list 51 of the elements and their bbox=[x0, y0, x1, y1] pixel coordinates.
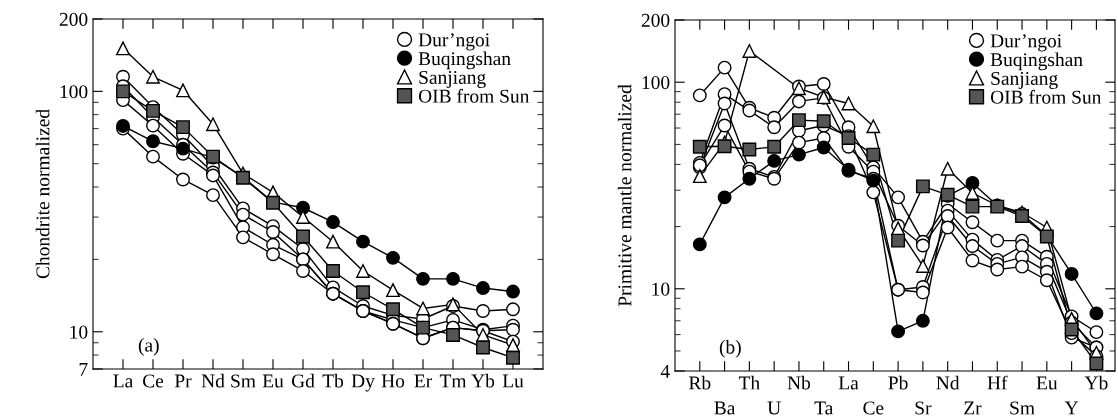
x-tick-label: U bbox=[767, 401, 781, 415]
x-tick-label: Nd bbox=[936, 375, 960, 390]
x-tick-label: Sm bbox=[1010, 401, 1035, 415]
x-tick-label: Hf bbox=[987, 375, 1008, 390]
y-tick-label: 10 bbox=[70, 325, 88, 339]
x-tick-label: Ho bbox=[381, 374, 405, 388]
y-tick-label: 10 bbox=[652, 282, 670, 296]
x-tick-label: Ta bbox=[814, 401, 834, 415]
x-tick-label: Sr bbox=[915, 401, 932, 415]
legend-label: Sanjiang bbox=[419, 70, 486, 88]
y-axis-title: Primitive mantle normalized bbox=[617, 84, 632, 307]
x-tick-label: Yb bbox=[471, 373, 495, 388]
x-tick-label: Th bbox=[738, 375, 760, 390]
y-tick-label: 4 bbox=[660, 364, 670, 378]
y-tick-label: 7 bbox=[79, 363, 88, 376]
x-tick-label: Lu bbox=[502, 374, 524, 388]
x-tick-label: Tb bbox=[322, 373, 344, 388]
annotation: (a) bbox=[138, 338, 159, 356]
legend-label: Buqingshan bbox=[990, 52, 1083, 71]
y-tick-label: 200 bbox=[641, 13, 670, 27]
x-tick-label: Er bbox=[414, 374, 433, 388]
x-tick-label: Ba bbox=[714, 401, 736, 415]
x-tick-label: Ce bbox=[143, 374, 164, 388]
legend-label: Dur’ngoi bbox=[418, 33, 490, 51]
x-tick-label: Dy bbox=[351, 374, 375, 392]
x-tick-label: Tm bbox=[439, 374, 467, 388]
x-tick-label: Gd bbox=[291, 373, 315, 388]
x-tick-label: Sm bbox=[231, 374, 256, 388]
x-tick-label: Nb bbox=[787, 375, 811, 390]
x-tick-label: Pb bbox=[888, 375, 908, 390]
x-tick-label: Nd bbox=[201, 373, 225, 388]
x-tick-label: Y bbox=[1064, 401, 1079, 415]
legend-label: Dur’ngoi bbox=[990, 34, 1062, 52]
legend-label: OIB from Sun bbox=[418, 88, 530, 103]
annotation: (b) bbox=[719, 339, 741, 358]
x-tick-label: La bbox=[113, 374, 133, 388]
y-tick-label: 200 bbox=[59, 12, 88, 26]
legend-label: Sanjiang bbox=[991, 71, 1058, 89]
x-tick-label: Zr bbox=[964, 401, 982, 415]
x-tick-label: Eu bbox=[1036, 376, 1058, 390]
legend-label: Buqingshan bbox=[418, 51, 511, 70]
legend-label: OIB from Sun bbox=[990, 89, 1102, 104]
x-tick-label: Rb bbox=[689, 375, 711, 390]
x-tick-label: Pr bbox=[174, 374, 192, 388]
x-tick-label: La bbox=[838, 376, 859, 390]
x-tick-label: Ce bbox=[863, 401, 884, 415]
x-tick-label: Yb bbox=[1084, 375, 1108, 390]
y-tick-label: 100 bbox=[642, 76, 670, 90]
y-tick-label: 100 bbox=[60, 85, 88, 99]
y-axis-title: Chondrite normalized bbox=[35, 109, 50, 279]
x-tick-label: Eu bbox=[262, 374, 284, 388]
